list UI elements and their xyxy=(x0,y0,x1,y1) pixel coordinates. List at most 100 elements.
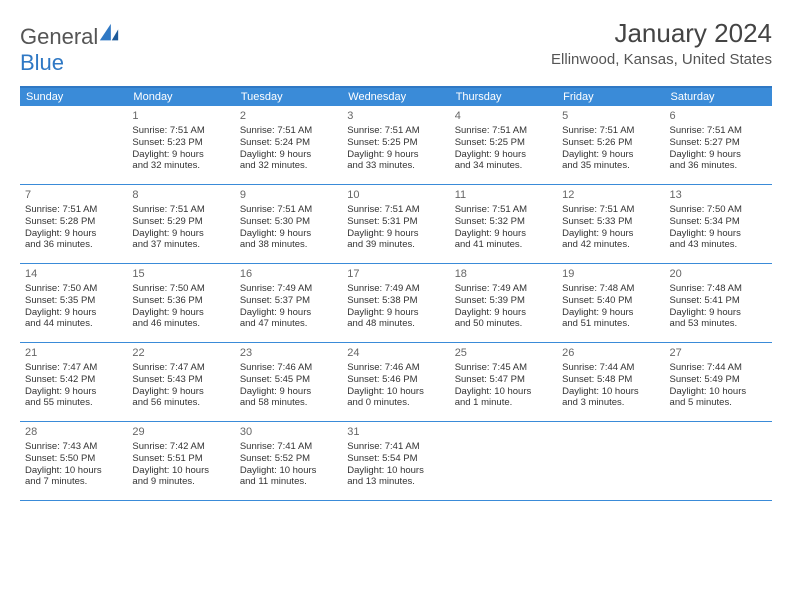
daylight-line: and 32 minutes. xyxy=(240,160,337,172)
sunrise-line: Sunrise: 7:51 AM xyxy=(240,125,337,137)
day-number: 29 xyxy=(132,426,229,440)
sunset-line: Sunset: 5:48 PM xyxy=(562,374,659,386)
daylight-line: and 3 minutes. xyxy=(562,397,659,409)
sunrise-line: Sunrise: 7:42 AM xyxy=(132,441,229,453)
week-row: 14Sunrise: 7:50 AMSunset: 5:35 PMDayligh… xyxy=(20,264,772,343)
sunset-line: Sunset: 5:27 PM xyxy=(670,137,767,149)
day-cell: 16Sunrise: 7:49 AMSunset: 5:37 PMDayligh… xyxy=(235,264,342,342)
daylight-line: Daylight: 9 hours xyxy=(240,149,337,161)
sunset-line: Sunset: 5:50 PM xyxy=(25,453,122,465)
sunset-line: Sunset: 5:54 PM xyxy=(347,453,444,465)
daylight-line: Daylight: 9 hours xyxy=(670,307,767,319)
day-cell: 20Sunrise: 7:48 AMSunset: 5:41 PMDayligh… xyxy=(665,264,772,342)
day-number: 19 xyxy=(562,268,659,282)
sunset-line: Sunset: 5:23 PM xyxy=(132,137,229,149)
sunset-line: Sunset: 5:28 PM xyxy=(25,216,122,228)
sunset-line: Sunset: 5:37 PM xyxy=(240,295,337,307)
daylight-line: and 51 minutes. xyxy=(562,318,659,330)
day-cell: 1Sunrise: 7:51 AMSunset: 5:23 PMDaylight… xyxy=(127,106,234,184)
day-cell xyxy=(450,422,557,500)
sunset-line: Sunset: 5:41 PM xyxy=(670,295,767,307)
sunrise-line: Sunrise: 7:48 AM xyxy=(562,283,659,295)
day-header: Saturday xyxy=(665,88,772,106)
day-number: 1 xyxy=(132,110,229,124)
daylight-line: and 48 minutes. xyxy=(347,318,444,330)
day-number: 25 xyxy=(455,347,552,361)
day-number: 26 xyxy=(562,347,659,361)
daylight-line: and 1 minute. xyxy=(455,397,552,409)
daylight-line: Daylight: 10 hours xyxy=(240,465,337,477)
daylight-line: and 7 minutes. xyxy=(25,476,122,488)
location: Ellinwood, Kansas, United States xyxy=(551,51,772,68)
daylight-line: Daylight: 9 hours xyxy=(562,149,659,161)
day-number: 8 xyxy=(132,189,229,203)
day-number: 4 xyxy=(455,110,552,124)
daylight-line: and 36 minutes. xyxy=(670,160,767,172)
logo: General Blue xyxy=(20,18,120,76)
daylight-line: and 33 minutes. xyxy=(347,160,444,172)
daylight-line: and 56 minutes. xyxy=(132,397,229,409)
daylight-line: Daylight: 9 hours xyxy=(25,307,122,319)
week-row: 21Sunrise: 7:47 AMSunset: 5:42 PMDayligh… xyxy=(20,343,772,422)
sunrise-line: Sunrise: 7:51 AM xyxy=(132,125,229,137)
daylight-line: and 58 minutes. xyxy=(240,397,337,409)
sunset-line: Sunset: 5:52 PM xyxy=(240,453,337,465)
daylight-line: Daylight: 9 hours xyxy=(562,228,659,240)
daylight-line: and 38 minutes. xyxy=(240,239,337,251)
day-number: 5 xyxy=(562,110,659,124)
day-cell: 6Sunrise: 7:51 AMSunset: 5:27 PMDaylight… xyxy=(665,106,772,184)
daylight-line: and 35 minutes. xyxy=(562,160,659,172)
daylight-line: and 55 minutes. xyxy=(25,397,122,409)
sunset-line: Sunset: 5:34 PM xyxy=(670,216,767,228)
sunset-line: Sunset: 5:26 PM xyxy=(562,137,659,149)
day-number: 2 xyxy=(240,110,337,124)
sunset-line: Sunset: 5:39 PM xyxy=(455,295,552,307)
day-number: 20 xyxy=(670,268,767,282)
daylight-line: and 53 minutes. xyxy=(670,318,767,330)
daylight-line: and 32 minutes. xyxy=(132,160,229,172)
day-cell: 29Sunrise: 7:42 AMSunset: 5:51 PMDayligh… xyxy=(127,422,234,500)
day-header: Sunday xyxy=(20,88,127,106)
sunset-line: Sunset: 5:49 PM xyxy=(670,374,767,386)
sunrise-line: Sunrise: 7:50 AM xyxy=(25,283,122,295)
daylight-line: Daylight: 10 hours xyxy=(347,386,444,398)
day-number: 13 xyxy=(670,189,767,203)
sunrise-line: Sunrise: 7:48 AM xyxy=(670,283,767,295)
sunrise-line: Sunrise: 7:43 AM xyxy=(25,441,122,453)
daylight-line: Daylight: 10 hours xyxy=(132,465,229,477)
daylight-line: Daylight: 9 hours xyxy=(347,307,444,319)
daylight-line: and 41 minutes. xyxy=(455,239,552,251)
sunrise-line: Sunrise: 7:46 AM xyxy=(347,362,444,374)
sunrise-line: Sunrise: 7:51 AM xyxy=(455,125,552,137)
sunrise-line: Sunrise: 7:51 AM xyxy=(132,204,229,216)
day-number: 18 xyxy=(455,268,552,282)
daylight-line: Daylight: 9 hours xyxy=(240,307,337,319)
sunrise-line: Sunrise: 7:50 AM xyxy=(132,283,229,295)
day-number: 9 xyxy=(240,189,337,203)
daylight-line: Daylight: 10 hours xyxy=(455,386,552,398)
daylight-line: and 0 minutes. xyxy=(347,397,444,409)
sail-icon xyxy=(98,22,120,44)
sunrise-line: Sunrise: 7:51 AM xyxy=(562,204,659,216)
day-cell: 7Sunrise: 7:51 AMSunset: 5:28 PMDaylight… xyxy=(20,185,127,263)
sunrise-line: Sunrise: 7:51 AM xyxy=(455,204,552,216)
calendar-page: General Blue January 2024 Ellinwood, Kan… xyxy=(0,0,792,511)
sunrise-line: Sunrise: 7:51 AM xyxy=(240,204,337,216)
day-cell: 12Sunrise: 7:51 AMSunset: 5:33 PMDayligh… xyxy=(557,185,664,263)
daylight-line: Daylight: 9 hours xyxy=(347,228,444,240)
day-header: Monday xyxy=(127,88,234,106)
weeks-container: 1Sunrise: 7:51 AMSunset: 5:23 PMDaylight… xyxy=(20,106,772,501)
daylight-line: and 46 minutes. xyxy=(132,318,229,330)
daylight-line: Daylight: 9 hours xyxy=(455,228,552,240)
day-number: 24 xyxy=(347,347,444,361)
sunrise-line: Sunrise: 7:51 AM xyxy=(562,125,659,137)
day-cell: 14Sunrise: 7:50 AMSunset: 5:35 PMDayligh… xyxy=(20,264,127,342)
day-cell: 18Sunrise: 7:49 AMSunset: 5:39 PMDayligh… xyxy=(450,264,557,342)
logo-line2: Blue xyxy=(20,50,64,75)
sunrise-line: Sunrise: 7:44 AM xyxy=(670,362,767,374)
daylight-line: Daylight: 9 hours xyxy=(455,149,552,161)
day-number: 27 xyxy=(670,347,767,361)
week-row: 1Sunrise: 7:51 AMSunset: 5:23 PMDaylight… xyxy=(20,106,772,185)
sunset-line: Sunset: 5:43 PM xyxy=(132,374,229,386)
month-title: January 2024 xyxy=(551,18,772,49)
